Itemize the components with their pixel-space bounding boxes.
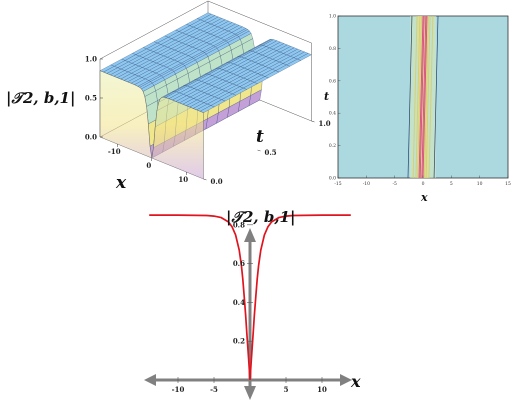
surface-t-tick-mark (203, 178, 207, 181)
contour-x-label: x (420, 191, 428, 204)
line-x-label: x (350, 372, 361, 391)
surface-box-edge (207, 0, 312, 44)
contour-line (433, 15, 439, 179)
surface-t-tick-label: 0.5 (265, 148, 277, 157)
surface-ticks: 0.0 0.5 1.0 -10 0 10 0.0 0.5 1.0 (85, 55, 331, 187)
surface-x-label: x (115, 173, 127, 193)
line-y-tick-label: 0.6 (233, 259, 245, 268)
line-y-tick-label: 0.2 (233, 337, 245, 346)
contour-x-tick-label: -10 (363, 181, 370, 187)
contour-line (428, 15, 434, 179)
surface-t-tick-label: 0.0 (211, 177, 223, 186)
contour-t-tick-label: 0.2 (329, 143, 336, 149)
contour-line (418, 15, 424, 179)
contour-line (412, 15, 418, 179)
contour-line (422, 15, 428, 179)
line-y-tick-label: 0.4 (233, 298, 245, 307)
surface-box-edge (99, 0, 209, 60)
line-axes (144, 228, 352, 400)
line-x-arrow-right (340, 374, 352, 386)
line-y-label: |𝒯2, b,1| (226, 208, 295, 226)
contour-x-tick-label: 0 (422, 181, 425, 187)
line-x-tick-label: 5 (284, 385, 289, 394)
contour-line (417, 15, 423, 179)
contour-line (421, 15, 427, 179)
surface-x-tick-label: 0 (146, 161, 151, 170)
surface-front-face (99, 70, 204, 180)
contour-x-tick-label: 15 (505, 181, 511, 187)
contour-x-tick-label: 5 (450, 181, 453, 187)
surface-t-label: t (256, 127, 264, 147)
contour-line (407, 15, 413, 179)
contour-t-tick-label: 1.0 (329, 14, 336, 20)
contour-line (423, 15, 429, 179)
surface-z-tick-label: 0.5 (85, 94, 97, 103)
line-y-arrow-up (244, 228, 256, 242)
contour-x-tick-label: -5 (392, 181, 397, 187)
surface-mesh (99, 12, 312, 180)
surface-z-tick-label: 1.0 (85, 55, 97, 64)
line-x-arrow-left (144, 374, 156, 386)
contour-line (415, 15, 421, 179)
line-x-tick-label: 10 (317, 385, 327, 394)
line-plot: -10 -5 5 10 0.2 0.4 0.6 0.8 |𝒯2, b,1| x (144, 208, 361, 400)
line-x-tick-label: -10 (172, 385, 185, 394)
surface-z-label: |𝒯2, b,1| (6, 89, 75, 107)
contour-x-tick-label: 10 (477, 181, 483, 187)
line-ticks: -10 -5 5 10 0.2 0.4 0.6 0.8 (172, 220, 327, 394)
contour-lines (407, 15, 439, 179)
contour-t-tick-label: 0.0 (329, 176, 336, 182)
surface-t-tick-label: 1.0 (319, 119, 331, 128)
contour-line (419, 15, 425, 179)
line-y-arrow-down (244, 386, 256, 400)
line-series (149, 214, 351, 381)
surface-x-tick-label: -10 (108, 147, 121, 156)
surface-plot: 0.0 0.5 1.0 -10 0 10 0.0 0.5 1.0 |𝒯2, b,1| x t (6, 0, 331, 193)
contour-ticks: -15 -10 -5 0 5 10 15 0.0 0.2 0.4 0.6 0.8 1.0 (329, 14, 511, 188)
contour-t-label: t (324, 90, 329, 103)
contour-band-inner (417, 16, 429, 178)
line-y-tick-label: 0.8 (233, 220, 245, 229)
surface-t-tick-mark (257, 149, 261, 152)
contour-line (425, 15, 431, 179)
line-x-tick-label: -5 (210, 385, 218, 394)
contour-plot: -15 -10 -5 0 5 10 15 0.0 0.2 0.4 0.6 0.8 1.0 x t (324, 14, 511, 205)
contour-t-tick-label: 0.4 (329, 111, 336, 117)
contour-t-tick-label: 0.6 (329, 78, 336, 84)
surface-t-tick-mark (311, 120, 315, 123)
surface-z-tick-label: 0.0 (85, 133, 97, 142)
surface-x-tick-label: 10 (178, 175, 188, 184)
contour-t-tick-label: 0.8 (329, 46, 336, 52)
contour-x-tick-label: -15 (334, 181, 341, 187)
